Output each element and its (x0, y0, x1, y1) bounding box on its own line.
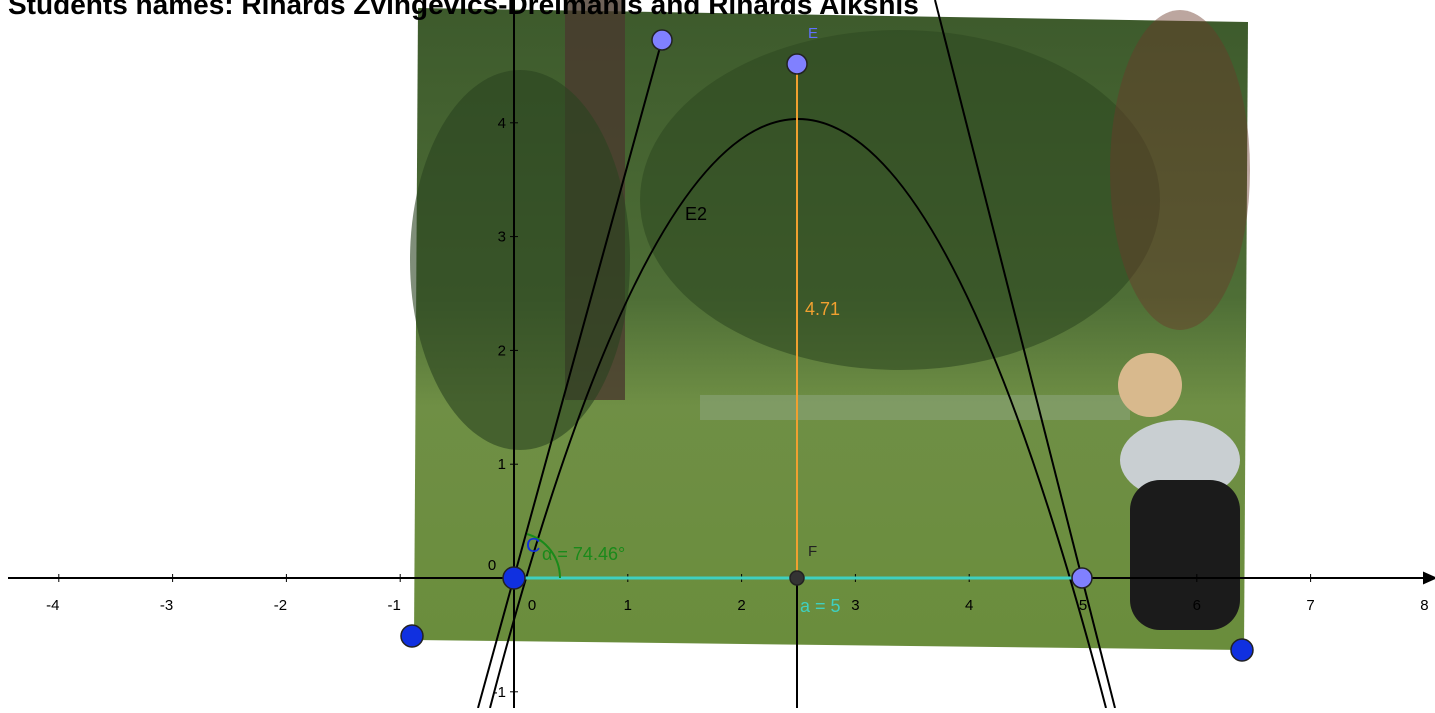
point-label: C (526, 535, 540, 557)
y-tick-label: 2 (498, 342, 506, 359)
x-tick-label: 4 (965, 597, 973, 614)
angle-label: α = 74.46° (542, 544, 625, 564)
point-label: E (808, 25, 818, 42)
point-label: F (808, 543, 817, 560)
geogebra-view: Students names: Rihards Zvingevičs-Dreim… (0, 0, 1435, 708)
origin-label: 0 (488, 557, 496, 574)
y-tick-label: 4 (498, 115, 506, 132)
y-tick-label: 3 (498, 229, 506, 246)
x-tick-label: 2 (737, 597, 745, 614)
x-tick-label: -1 (388, 597, 401, 614)
x-tick-label: 7 (1306, 597, 1314, 614)
x-tick-label: -4 (46, 597, 59, 614)
x-tick-label: 0 (528, 597, 536, 614)
x-tick-label: -2 (274, 597, 287, 614)
x-tick-label: 3 (851, 597, 859, 614)
x-tick-label: 1 (624, 597, 632, 614)
distance-label: a = 5 (800, 596, 841, 616)
x-tick-label: 8 (1420, 597, 1428, 614)
curve-label: E2 (685, 204, 707, 224)
height-label: 4.71 (805, 299, 840, 319)
y-tick-label: 1 (498, 456, 506, 473)
x-tick-label: 6 (1193, 597, 1201, 614)
x-tick-label: -3 (160, 597, 173, 614)
title: Students names: Rihards Zvingevičs-Dreim… (8, 0, 919, 20)
